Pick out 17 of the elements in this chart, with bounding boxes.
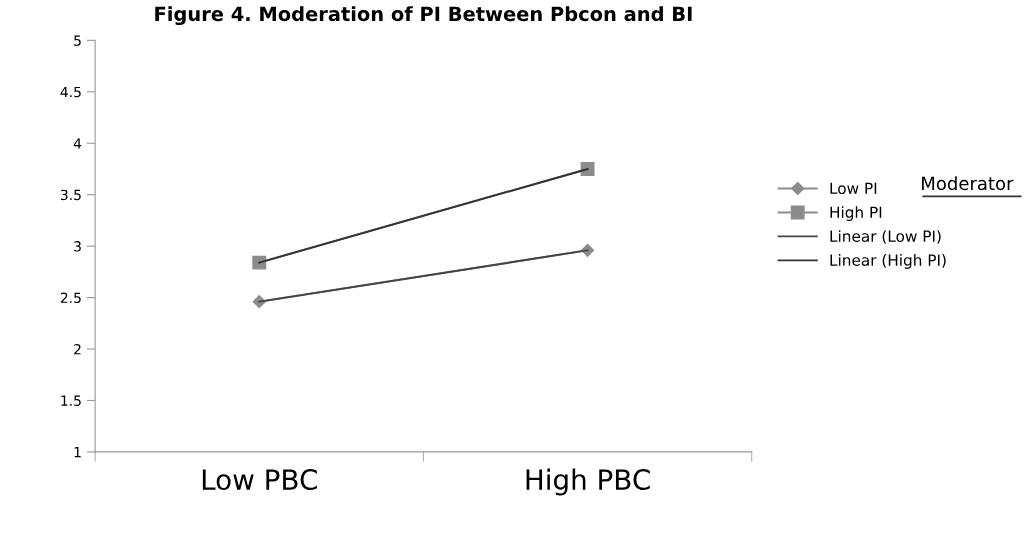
y-tick-label: 1 (74, 447, 81, 458)
legend-label: Low PI (830, 182, 877, 195)
y-tick-label: 4 (73, 138, 82, 149)
legend-title: Moderator (922, 176, 1014, 191)
legend-label: High PI (830, 206, 882, 221)
y-tick-label: 5 (74, 35, 81, 46)
legend-label: Linear (High PI) (830, 254, 946, 269)
x-tick-label: Low PBC (202, 469, 317, 491)
x-tick-label: High PBC (526, 468, 650, 496)
y-tick-label: 1.5 (61, 395, 81, 406)
chart-title: Figure 4. Moderation of PI Between Pbcon and BI (155, 6, 692, 26)
y-tick-label: 4.5 (60, 86, 81, 98)
legend-label: Linear (Low PI) (830, 230, 941, 244)
y-tick-label: 3.5 (60, 189, 81, 201)
y-tick-label: 2 (74, 344, 81, 355)
y-tick-label: 3 (74, 241, 81, 252)
y-tick-label: 2.5 (60, 292, 81, 304)
